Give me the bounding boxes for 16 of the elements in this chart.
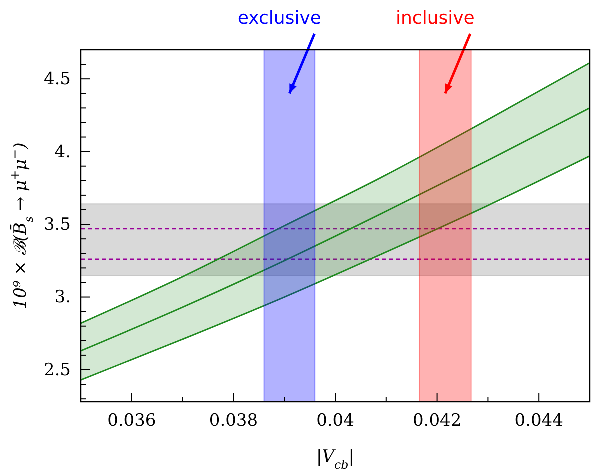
x-tick-label: 0.036 [108,411,156,432]
x-tick-label: 0.038 [209,411,258,432]
x-tick-label: 0.042 [412,411,462,432]
line-series [80,155,591,381]
y-tick-label: 3.5 [44,214,71,235]
x-tick-label: 0.044 [514,411,564,432]
y-tick-label: 3. [54,288,71,308]
y-tick-label: 2.5 [44,360,71,380]
y-tick-label: 4. [54,142,71,162]
band-label: exclusive [238,8,322,29]
x-axis-title: |V$_{cb}$| [316,447,355,471]
line-series [80,62,591,324]
y-tick-label: 4.5 [44,70,71,90]
band-label: inclusive [396,8,475,29]
line-series [80,107,591,352]
x-tick-label: 0.04 [316,411,354,432]
